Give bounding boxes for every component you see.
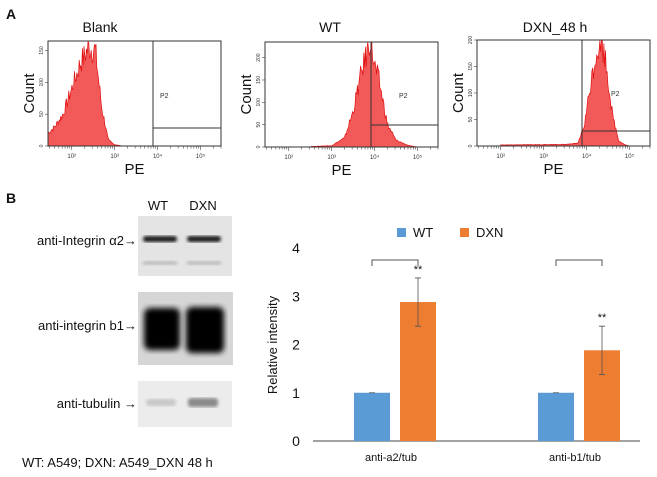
blot-label-tubulin: anti-tubulin → bbox=[57, 396, 137, 411]
band-a2-wt bbox=[143, 236, 177, 242]
y-axis-label: Count bbox=[450, 72, 467, 113]
gate-label: P2 bbox=[160, 93, 169, 100]
gate-label: P2 bbox=[611, 91, 620, 98]
y-tick-label: 100 bbox=[39, 78, 45, 87]
x-tick-label: 10³ bbox=[110, 154, 119, 160]
flow-plot-1: P2 WT 10² 10³ 10⁴ 10⁵ 0 50 100 150 200 Count PE bbox=[238, 19, 439, 179]
legend-swatch-wt bbox=[397, 228, 406, 237]
bar-chart: 0 1 2 3 4 Relative intensity anti-a2/tub ** anti… bbox=[265, 225, 640, 464]
plot-title: DXN_48 h bbox=[523, 19, 588, 35]
panel-label-b: B bbox=[6, 190, 16, 206]
y-tick-label: 1 bbox=[292, 385, 300, 401]
category-label: anti-b1/tub bbox=[549, 452, 601, 464]
y-tick-label: 100 bbox=[256, 98, 262, 107]
histogram-area bbox=[500, 39, 630, 147]
flow-plot-2: P2 DXN_48 h 10² 10³ 10⁴ 10⁵ 0 50 100 150 200 Count P… bbox=[450, 19, 651, 178]
band-tubulin-wt bbox=[146, 399, 176, 406]
y-tick-label: 150 bbox=[256, 76, 262, 85]
panel-label-a: A bbox=[6, 6, 16, 22]
gate-p2-lines bbox=[581, 40, 650, 146]
bar-wt bbox=[538, 392, 574, 441]
blot-label-integrin-a2: anti-Integrin α2→ bbox=[37, 233, 137, 248]
y-tick-label: 50 bbox=[256, 122, 262, 128]
significance-bracket bbox=[555, 259, 603, 266]
y-tick-label: 4 bbox=[292, 240, 300, 256]
lane-label-dxn: DXN bbox=[189, 198, 216, 213]
significance-bracket bbox=[371, 259, 419, 266]
plot-title: Blank bbox=[82, 19, 118, 35]
y-tick-label: 50 bbox=[468, 117, 474, 123]
y-tick-label: 0 bbox=[292, 433, 300, 449]
x-tick-label: 10⁵ bbox=[413, 154, 423, 161]
plot-frame bbox=[476, 39, 651, 147]
gate-p2-lines bbox=[152, 41, 221, 146]
y-tick-label: 0 bbox=[468, 144, 474, 147]
x-tick-label: 10⁴ bbox=[582, 153, 592, 160]
western-blot: WT DXN anti-Integrin α2→ anti-integrin b… bbox=[22, 198, 233, 470]
band-b1-dxn bbox=[186, 307, 224, 353]
band-a2-dxn bbox=[187, 236, 221, 242]
y-axis-label: Count bbox=[21, 73, 38, 114]
plot-title: WT bbox=[319, 19, 341, 35]
x-tick-label: 10⁴ bbox=[370, 154, 380, 161]
flow-plot-0: P2 Blank 10² 10³ 10⁴ 10⁵ 0 50 100 150 Count PE bbox=[21, 19, 222, 178]
bar-wt bbox=[354, 392, 390, 441]
significance-marker: ** bbox=[598, 312, 607, 324]
x-tick-label: 10³ bbox=[327, 155, 336, 161]
histogram-area bbox=[47, 40, 124, 147]
band-a2-lower-dxn bbox=[187, 261, 221, 265]
y-tick-label: 0 bbox=[39, 144, 45, 147]
lane-label-wt: WT bbox=[148, 198, 168, 213]
y-tick-label: 150 bbox=[39, 46, 45, 55]
x-tick-label: 10² bbox=[496, 154, 505, 160]
plot-frame bbox=[264, 41, 439, 148]
error-bar bbox=[415, 277, 421, 327]
x-axis-label: PE bbox=[124, 161, 144, 178]
x-tick-label: 10⁴ bbox=[153, 153, 163, 160]
y-tick-label: 0 bbox=[256, 145, 262, 148]
histogram-area bbox=[310, 41, 418, 148]
y-tick-label: 150 bbox=[468, 62, 474, 71]
x-tick-label: 10³ bbox=[539, 154, 548, 160]
legend-swatch-dxn bbox=[460, 228, 469, 237]
y-tick-label: 200 bbox=[256, 53, 262, 62]
legend-label: DXN bbox=[476, 225, 503, 240]
band-b1-wt bbox=[144, 308, 180, 350]
y-tick-label: 2 bbox=[292, 337, 300, 353]
x-tick-label: 10² bbox=[284, 155, 293, 161]
y-axis-label: Relative intensity bbox=[265, 295, 280, 394]
y-tick-label: 100 bbox=[468, 89, 474, 98]
blot-footnote: WT: A549; DXN: A549_DXN 48 h bbox=[22, 455, 213, 470]
gate-label: P2 bbox=[399, 93, 408, 100]
blot-integrin-a2 bbox=[138, 216, 232, 276]
x-tick-label: 10⁵ bbox=[625, 153, 635, 160]
gate-p2-lines bbox=[370, 42, 438, 147]
x-axis-label: PE bbox=[543, 161, 563, 178]
category-label: anti-a2/tub bbox=[365, 452, 417, 464]
band-a2-lower-wt bbox=[143, 261, 177, 265]
blot-label-integrin-b1: anti-integrin b1→ bbox=[38, 318, 137, 333]
x-tick-label: 10⁵ bbox=[196, 153, 206, 160]
y-tick-label: 200 bbox=[468, 36, 474, 45]
plot-frame bbox=[47, 40, 222, 147]
significance-marker: ** bbox=[414, 264, 423, 276]
x-axis-label: PE bbox=[331, 162, 351, 179]
error-bar bbox=[599, 325, 605, 375]
y-tick-label: 3 bbox=[292, 288, 300, 304]
band-tubulin-dxn bbox=[188, 398, 218, 407]
y-axis-label: Count bbox=[238, 74, 255, 115]
legend-label: WT bbox=[413, 225, 433, 240]
x-tick-label: 10² bbox=[67, 154, 76, 160]
y-tick-label: 50 bbox=[39, 111, 45, 117]
